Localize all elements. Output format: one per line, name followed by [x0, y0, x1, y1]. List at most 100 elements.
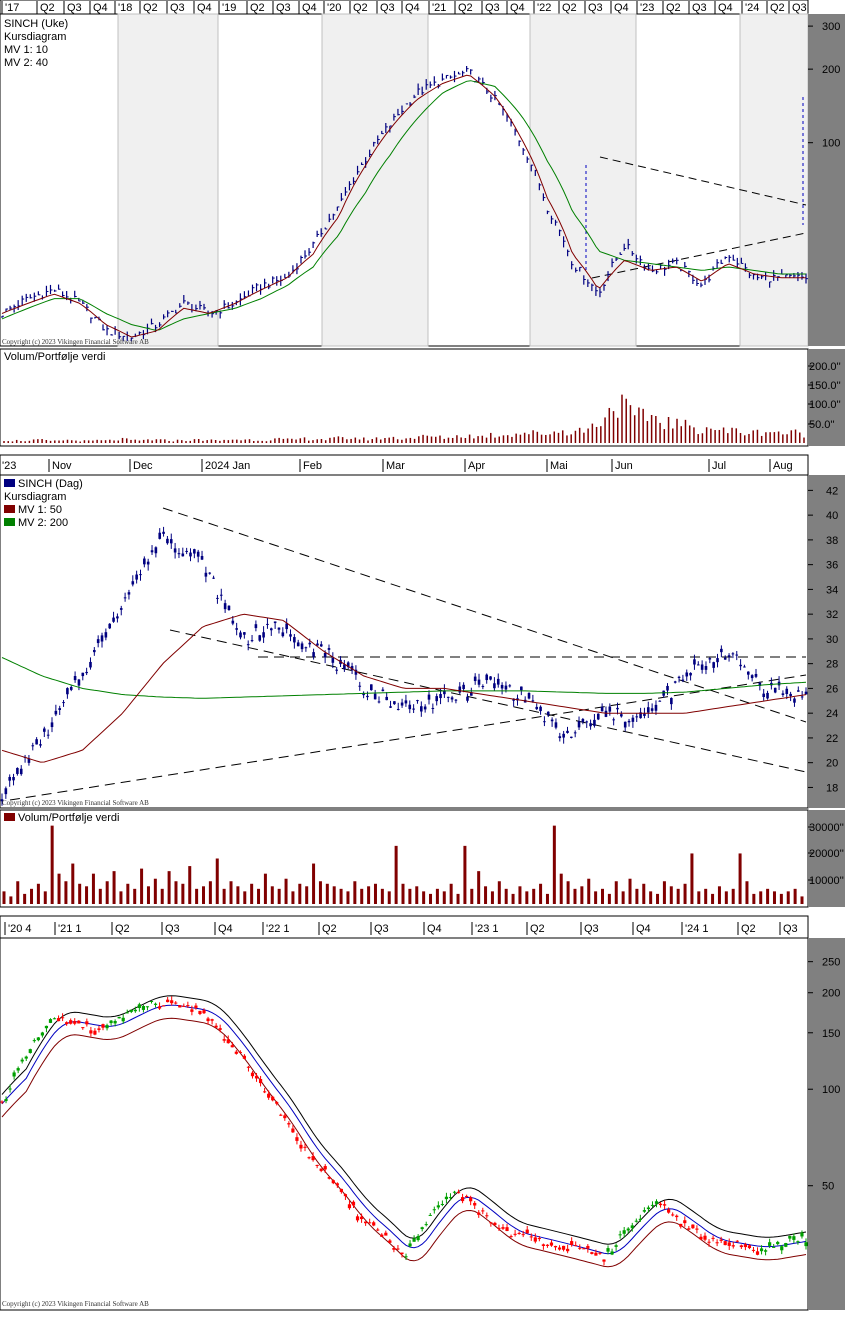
panel2-volume-bar: [98, 888, 102, 904]
panel1-volume-tick: 100.0'': [809, 399, 841, 411]
panel2-price-bar: [550, 719, 554, 722]
panel2-volume-bar: [649, 891, 653, 904]
panel3-time-tick: '22 1: [266, 923, 290, 935]
panel2-price-bar: [85, 671, 88, 674]
panel2-y-tick: 18: [826, 782, 838, 794]
panel3-candle: [404, 1256, 408, 1258]
panel3-candle: [89, 1030, 93, 1034]
panel2-price-bar: [477, 679, 481, 685]
panel1-ma40-line: [1, 80, 806, 331]
panel2-volume-bar: [346, 891, 350, 904]
panel2-price-bar: [596, 713, 600, 720]
panel2-price-bar: [639, 712, 642, 719]
panel1-y-ticks: 300 200 100: [808, 21, 840, 150]
panel3-candle: [206, 1018, 210, 1022]
panel1-time-tick: '17: [5, 2, 19, 14]
panel3-candles: [0, 996, 808, 1266]
panel2-price-bar: [181, 553, 185, 557]
panel3-candle: [162, 1005, 166, 1007]
panel2-price-bar: [370, 684, 373, 691]
panel2-price-bar: [750, 675, 754, 679]
panel2-price-bar: [500, 684, 504, 689]
panel1-time-tick: Q4: [405, 2, 420, 14]
panel3-candle: [727, 1242, 731, 1246]
panel3-candle: [578, 1247, 582, 1249]
panel2-price-bar: [658, 700, 662, 702]
panel2-volume-bar: [511, 893, 515, 904]
panel2-price-bar: [654, 704, 658, 711]
panel1-ma10-line: [1, 74, 806, 338]
panel2-volume-bar: [470, 888, 474, 904]
panel2-price-bar: [300, 643, 304, 650]
panel2-price-bar: [73, 676, 77, 681]
panel2-price-bar: [543, 721, 546, 723]
panel3-candle: [117, 1016, 121, 1019]
panel2-price-bar: [93, 649, 96, 653]
panel2-time-tick: Aug: [773, 460, 793, 472]
panel3-candle: [182, 1005, 186, 1007]
panel2-price-bar: [289, 634, 292, 637]
panel2-volume-bar: [656, 893, 660, 904]
panel3-candle: [776, 1241, 780, 1245]
panel3-candle: [788, 1235, 792, 1239]
panel1-time-tick: Q3: [692, 2, 707, 14]
panel2-price-bar: [293, 637, 296, 643]
panel2-y-tick: 26: [826, 683, 838, 695]
panel2-volume-bar: [422, 891, 426, 904]
panel2-price-bar: [96, 639, 100, 644]
panel2-price-bar: [643, 713, 646, 716]
panel3-candle: [129, 1009, 133, 1012]
panel2-price-bar: [739, 664, 742, 667]
panel2-volume-bar: [284, 878, 288, 904]
panel2-legend-ma200: MV 2: 200: [18, 517, 68, 529]
panel3-candle: [582, 1248, 586, 1250]
panel2-price-bar: [62, 702, 65, 704]
panel2-y-tick: 42: [826, 485, 838, 497]
panel2-volume-bar: [71, 863, 75, 904]
panel1-time-tick: Q2: [562, 2, 577, 14]
panel3-candle: [561, 1245, 566, 1250]
panel2-volume-bar: [380, 888, 384, 904]
panel3-candle: [622, 1230, 626, 1234]
panel3-candle: [606, 1248, 610, 1252]
panel3-y-tick: 100: [822, 1084, 840, 1096]
panel2-volume-bar: [484, 886, 488, 904]
panel2-price-bar: [362, 692, 365, 696]
panel3-candle: [792, 1236, 796, 1240]
panel2-price-bar: [54, 710, 58, 715]
panel2-price-bar: [177, 553, 181, 555]
panel2-volume-tick: 30000'': [809, 822, 844, 834]
panel3-candle: [549, 1242, 554, 1246]
panel2-price-bar: [754, 673, 758, 677]
panel2-title: SINCH (Dag): [18, 478, 83, 490]
panel3-candle: [731, 1245, 735, 1247]
panel2-price-bar: [527, 692, 531, 699]
panel1-time-tick: Q3: [588, 2, 603, 14]
panel3-candle: [699, 1236, 703, 1240]
panel2-volume-bar: [236, 886, 240, 904]
panel3-candle: [513, 1233, 517, 1235]
panel3-candle: [109, 1020, 113, 1024]
panel3-candle: [141, 1006, 146, 1010]
panel2-volume-bar: [91, 873, 95, 904]
panel1-time-tick: Q3: [485, 2, 500, 14]
panel1-volume-label: Volum/Portfølje verdi: [4, 351, 105, 363]
panel2-price-bar: [169, 539, 173, 544]
panel2-price-bar: [66, 688, 69, 695]
panel1-time-tick: Q2: [666, 2, 681, 14]
panel2-time-tick: 2024 Jan: [205, 460, 250, 472]
panel3-time-tick: '21 1: [58, 923, 82, 935]
panel2-volume-bar: [704, 888, 708, 904]
panel2-price-bar: [720, 648, 723, 653]
panel2-price-bar: [616, 707, 619, 710]
panel2-price-bar: [31, 745, 35, 747]
panel1-time-tick: '21: [432, 2, 446, 14]
panel3-lower-band: [1, 1017, 807, 1268]
panel1-time-tick: Q2: [458, 2, 473, 14]
panel2-price-bar: [454, 699, 458, 701]
panel2-price-bar: [381, 689, 385, 692]
panel3-candle: [178, 1005, 182, 1008]
panel2-volume-bar: [270, 886, 274, 904]
panel3-candle: [541, 1244, 545, 1246]
panel2-price-bar: [646, 707, 650, 713]
